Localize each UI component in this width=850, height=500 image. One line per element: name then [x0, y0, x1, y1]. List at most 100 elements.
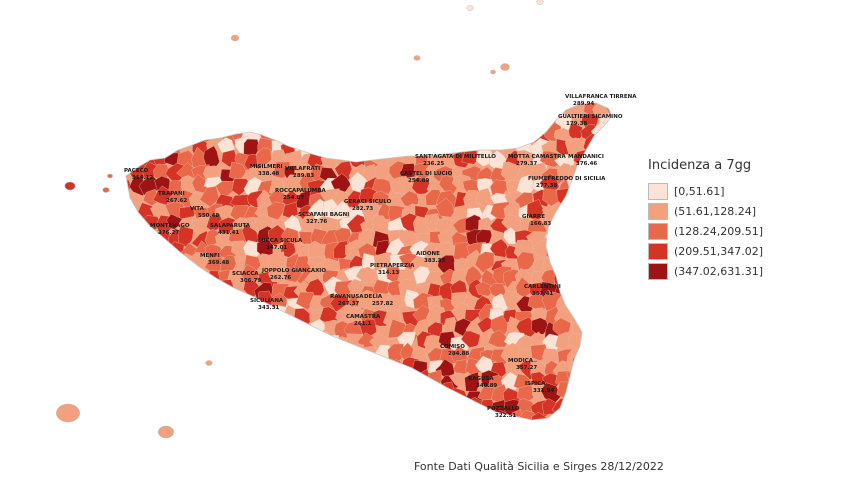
legend-item: [0,51.61] — [648, 181, 828, 201]
municipality-cell — [99, 202, 114, 216]
municipality-cell — [595, 226, 612, 244]
municipality-cell — [265, 120, 286, 139]
municipality-cells — [99, 82, 628, 420]
town-name: MENFI — [200, 253, 220, 259]
town-name: CAMASTRA — [346, 314, 381, 320]
municipality-cell — [557, 240, 579, 260]
municipality-cell — [540, 85, 559, 101]
town-name: TRAPANI — [158, 191, 185, 197]
municipality-cell — [126, 399, 134, 420]
municipality-cell — [572, 355, 592, 377]
town-name: POZZALLO — [487, 406, 520, 412]
town-name: ISPICA — [525, 381, 546, 387]
municipality-cell — [338, 123, 355, 141]
municipality-cell — [190, 293, 208, 313]
municipality-cell — [215, 407, 237, 420]
municipality-cell — [218, 355, 237, 376]
town-value: 179.38 — [566, 121, 587, 127]
municipality-cell — [126, 307, 138, 324]
municipality-cell — [190, 303, 213, 325]
municipality-cell — [139, 291, 158, 313]
municipality-cell — [126, 329, 144, 348]
municipality-cell — [475, 281, 493, 297]
legend-swatch — [648, 182, 668, 200]
municipality-cell — [244, 373, 266, 392]
municipality-cell — [128, 372, 146, 392]
municipality-cell — [344, 113, 363, 132]
municipality-cell — [151, 114, 171, 134]
municipality-cell — [409, 383, 429, 402]
municipality-cell — [297, 346, 319, 364]
municipality-cell — [347, 360, 368, 378]
town-value: 376.46 — [576, 161, 597, 167]
town-name: MODICA — [508, 358, 534, 364]
municipality-cell — [539, 150, 562, 168]
municipality-cell — [247, 347, 267, 365]
municipality-cell — [595, 320, 612, 341]
town-value: 267.37 — [338, 301, 359, 307]
municipality-cell — [373, 103, 394, 105]
town-value: 357.27 — [516, 365, 537, 371]
town-value: 327.76 — [306, 219, 327, 225]
municipality-cell — [164, 306, 182, 322]
municipality-cell — [168, 346, 189, 367]
municipality-cell — [295, 395, 314, 415]
municipality-cell — [560, 255, 575, 273]
municipality-cell — [179, 278, 198, 298]
municipality-cell — [99, 243, 117, 263]
municipality-cell — [254, 103, 277, 119]
municipality-cell — [256, 402, 275, 420]
municipality-cell — [190, 408, 211, 420]
municipality-cell — [228, 320, 249, 338]
municipality-cell — [104, 333, 117, 347]
municipality-cell — [282, 411, 302, 420]
municipality-cell — [362, 400, 381, 418]
municipality-cell — [126, 413, 132, 420]
municipality-cell — [514, 103, 534, 107]
municipality-cell — [164, 254, 187, 275]
municipality-cell — [271, 113, 288, 131]
municipality-cell — [137, 138, 154, 161]
municipality-cell — [143, 371, 160, 391]
municipality-cell — [487, 329, 510, 348]
municipality-cell — [179, 296, 200, 313]
municipality-cell — [608, 398, 612, 420]
municipality-cell — [267, 103, 287, 106]
municipality-cell — [99, 97, 115, 113]
municipality-cell — [474, 82, 491, 101]
municipality-cell — [584, 292, 602, 308]
municipality-cell — [613, 166, 628, 185]
town-name: SANT'AGATA DI MILITELLO — [415, 154, 496, 160]
municipality-cell — [126, 216, 145, 237]
municipality-cell — [595, 255, 611, 273]
municipality-cell — [491, 103, 512, 108]
town-value: 338.48 — [258, 171, 279, 177]
municipality-cell — [449, 412, 472, 420]
town-name: CASTEL DI LUCIO — [400, 171, 453, 177]
municipality-cell — [233, 115, 251, 132]
municipality-cell — [426, 103, 444, 120]
municipality-cell — [219, 348, 241, 365]
municipality-cell — [226, 294, 246, 309]
municipality-cell — [140, 309, 159, 331]
municipality-cell — [168, 291, 190, 313]
town-name: JOPPOLO GIANCAXIO — [261, 268, 326, 274]
municipality-cell — [450, 86, 471, 103]
municipality-cell — [101, 88, 119, 107]
municipality-cell — [608, 283, 612, 301]
municipality-cell — [582, 333, 605, 353]
municipality-cell — [569, 410, 588, 420]
town-name: SICULIANA — [250, 298, 284, 304]
municipality-cell — [386, 103, 404, 106]
data-source-note: Fonte Dati Qualità Sicilia e Sirges 28/1… — [414, 460, 664, 473]
municipality-cell — [204, 228, 222, 248]
